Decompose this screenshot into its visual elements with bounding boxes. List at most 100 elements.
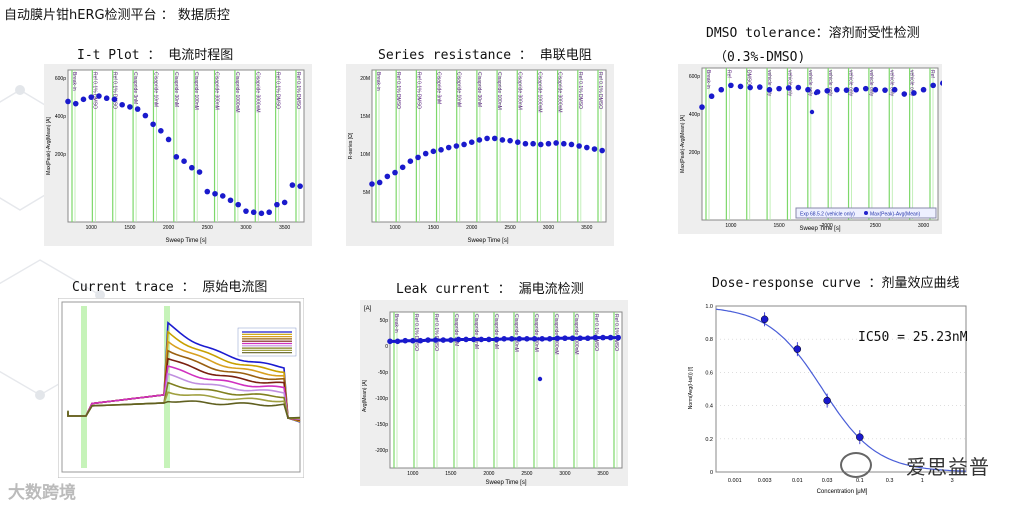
- marker-label: Ref 0.1% DMSO: [413, 314, 419, 351]
- data-point: [165, 136, 172, 143]
- it-plot-chart: Break-in Ref 0.1% DMSO Ref 0.1% DMSO Cisapr…: [44, 64, 312, 246]
- dmso-subtitle: （0.3%-DMSO): [714, 50, 806, 65]
- x-tick-label: 2500: [521, 471, 532, 477]
- current-trace-line: [67, 400, 301, 419]
- data-point: [150, 121, 156, 128]
- x-tick-label: 1500: [124, 225, 135, 231]
- x-tick-label: 3500: [597, 471, 608, 477]
- marker-label: Cisapride 100nM: [193, 72, 199, 110]
- data-point: [856, 433, 864, 441]
- marker-label: Ref 0.1% DMSO: [295, 72, 301, 109]
- marker-label: Cisapride 3nM: [132, 72, 138, 104]
- y-tick-label: 5M: [363, 190, 370, 196]
- marker-label: Cisapride 100nM: [513, 314, 519, 352]
- marker-label: vehicle only: [868, 70, 874, 97]
- marker-label: Ref: [929, 70, 935, 78]
- leak-current-title: Leak current ： 漏电流检测: [396, 282, 584, 297]
- y-tick-label: 10M: [360, 152, 370, 158]
- outlier-point: [813, 90, 819, 96]
- data-point: [584, 335, 591, 342]
- data-point: [776, 85, 782, 92]
- data-point: [539, 336, 545, 342]
- data-point: [142, 112, 149, 119]
- y-tick-label: -150p: [375, 422, 388, 428]
- y-tick-label: 0: [385, 344, 388, 350]
- marker-label: Cisapride 300nM: [516, 72, 522, 110]
- x-tick-label: 1000: [86, 225, 97, 231]
- data-point: [369, 181, 375, 187]
- fit-curve: [715, 308, 967, 472]
- y-tick-label: 50p: [380, 318, 389, 324]
- data-point: [448, 337, 454, 343]
- x-tick-label: 0.001: [728, 478, 742, 484]
- data-point: [491, 135, 498, 142]
- data-point: [756, 84, 763, 90]
- x-tick-label: 0.03: [822, 478, 833, 484]
- marker-label: Ref 0.1% DMSO: [593, 314, 599, 351]
- data-point: [584, 144, 590, 151]
- y-tick-label: 0: [710, 470, 713, 476]
- data-point: [461, 141, 467, 148]
- data-point: [415, 154, 421, 161]
- data-point: [516, 336, 523, 342]
- data-point: [399, 164, 406, 171]
- marker-label: Cisapride 3000nM: [557, 72, 563, 113]
- marker-label: Cisapride 30nM: [476, 72, 482, 107]
- x-tick-label: 3500: [279, 225, 290, 231]
- data-point: [824, 88, 831, 94]
- x-tick-label: 2500: [870, 223, 881, 229]
- data-point: [843, 87, 850, 93]
- data-point: [297, 183, 303, 189]
- data-point: [737, 83, 744, 90]
- marker-label: vehicle only: [888, 70, 894, 97]
- marker-label: Break-in: [393, 314, 399, 333]
- data-point: [111, 96, 118, 103]
- data-point: [250, 209, 257, 216]
- marker-label: Cisapride 30nM: [173, 72, 179, 107]
- y-tick-label: -50p: [378, 370, 388, 376]
- data-point: [823, 396, 831, 405]
- x-tick-label: 2000: [822, 223, 833, 229]
- data-point: [599, 147, 605, 154]
- data-point: [103, 95, 110, 102]
- data-point: [882, 87, 888, 93]
- marker-label: DMSO: [746, 70, 752, 85]
- data-point: [508, 336, 515, 342]
- marker-label: Ref 0.1% DMSO: [395, 72, 401, 109]
- data-point: [181, 158, 187, 164]
- marker-label: vehicle only: [909, 70, 915, 97]
- data-point: [545, 140, 552, 147]
- current-trace-chart: [58, 298, 304, 478]
- data-point: [891, 86, 898, 93]
- marker-label: Ref 0.1% DMSO: [577, 72, 583, 109]
- dose-response-title: Dose-response curve ：剂量效应曲线: [712, 276, 960, 291]
- data-point: [708, 93, 715, 100]
- current-trace-panel: [58, 298, 304, 478]
- it-y-label: Max(Peak)-Avg(Mean) [A]: [46, 117, 52, 175]
- data-point: [453, 143, 460, 149]
- outlier-point: [537, 376, 543, 382]
- x-tick-label: 2000: [466, 225, 477, 231]
- marker-label: vehicle only: [786, 70, 792, 97]
- data-point: [592, 334, 599, 341]
- marker-label: Ref 0.1% DMSO: [613, 314, 619, 351]
- data-point: [468, 139, 475, 145]
- data-point: [493, 336, 500, 343]
- data-point: [486, 336, 492, 343]
- data-point: [600, 334, 606, 341]
- data-point: [432, 337, 439, 343]
- marker-label: Cisapride 30nM: [493, 314, 499, 349]
- marker-label: Cisapride 300nM: [533, 314, 539, 352]
- data-point: [561, 140, 567, 147]
- data-point: [445, 144, 452, 151]
- data-point: [289, 182, 296, 188]
- trace-marker-1: [81, 306, 87, 468]
- it-plot-title: I-t Plot ： 电流时程图: [77, 48, 234, 63]
- dr-y-label: Norm(Avg(I-tail)) [f]: [688, 366, 694, 409]
- x-tick-label: 3000: [918, 223, 929, 229]
- it-x-label: Sweep Time [s]: [165, 238, 206, 244]
- data-point: [119, 101, 125, 108]
- data-point: [470, 336, 477, 343]
- marker-label: Ref 0.1% DMSO: [415, 72, 421, 109]
- data-point: [607, 334, 614, 341]
